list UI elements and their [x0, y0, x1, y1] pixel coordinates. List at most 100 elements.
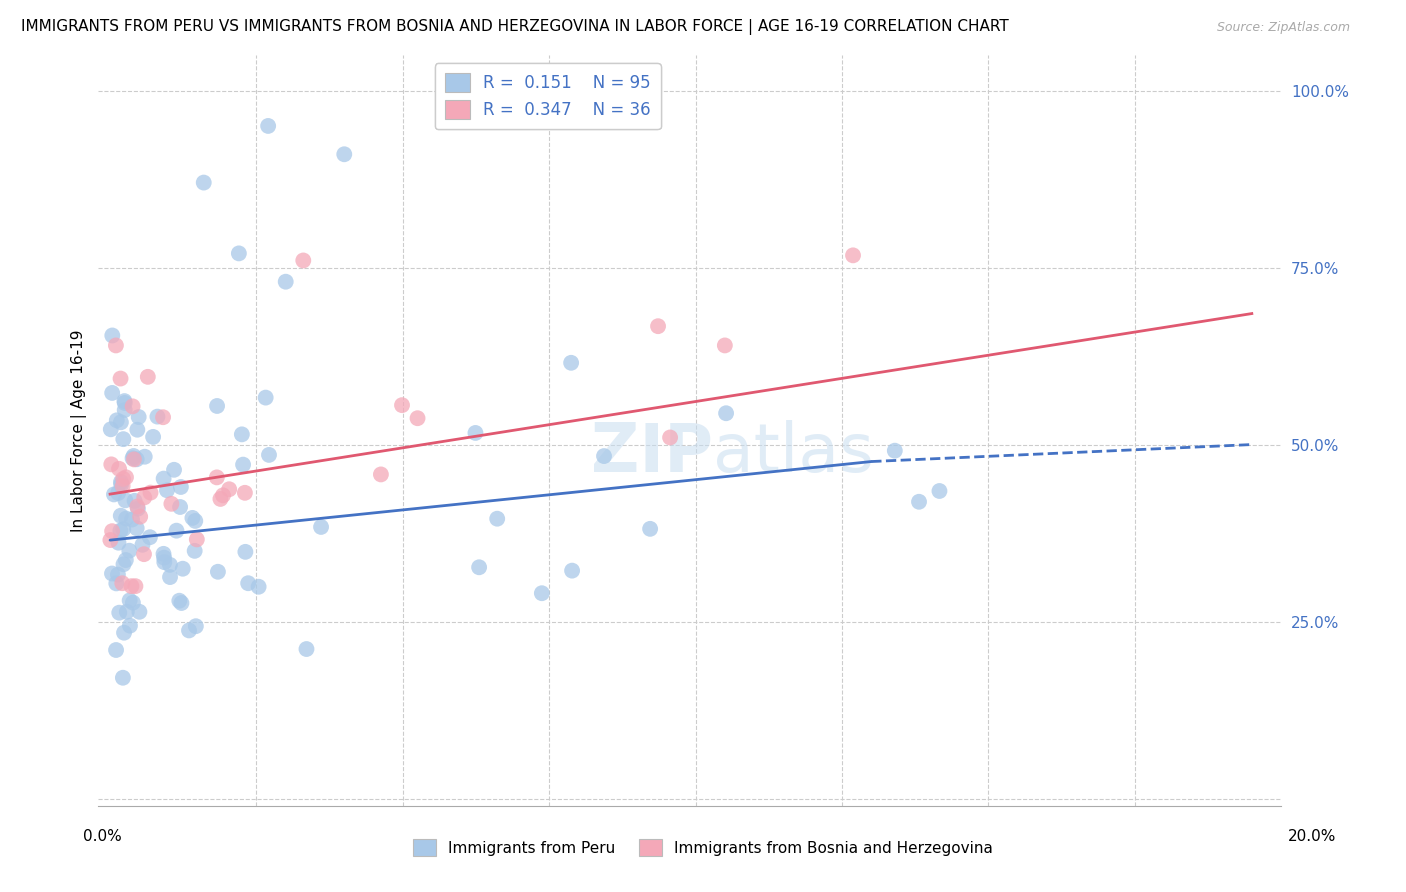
Point [160, 497, 183, 511]
Point [118, 593, 141, 607]
Point [125, 452, 148, 467]
Point [183, 544, 205, 558]
Point [153, 550, 176, 565]
Point [121, 451, 143, 466]
Point [883, 443, 905, 458]
Point [207, 565, 229, 579]
Point [205, 399, 228, 413]
Point [406, 411, 429, 425]
Point [111, 671, 134, 685]
Point [114, 493, 136, 508]
Point [115, 470, 138, 484]
Point [163, 463, 186, 477]
Point [232, 458, 254, 472]
Point [170, 596, 193, 610]
Point [184, 619, 207, 633]
Point [209, 491, 232, 506]
Point [112, 522, 135, 536]
Point [172, 562, 194, 576]
Point [159, 570, 181, 584]
Point [842, 248, 865, 262]
Point [128, 409, 150, 424]
Point [115, 605, 138, 619]
Point [107, 486, 129, 500]
Point [638, 522, 661, 536]
Point [127, 423, 149, 437]
Point [103, 487, 125, 501]
Text: 0.0%: 0.0% [83, 830, 122, 844]
Point [110, 371, 132, 385]
Point [233, 485, 256, 500]
Legend: R =  0.151    N = 95, R =  0.347    N = 36: R = 0.151 N = 95, R = 0.347 N = 36 [434, 63, 661, 129]
Text: 20.0%: 20.0% [1288, 830, 1336, 844]
Point [464, 425, 486, 440]
Point [112, 558, 135, 572]
Point [105, 576, 128, 591]
Point [132, 547, 155, 561]
Text: ZIP: ZIP [592, 420, 713, 486]
Point [292, 253, 315, 268]
Point [218, 482, 240, 496]
Point [530, 586, 553, 600]
Point [231, 427, 253, 442]
Point [118, 543, 141, 558]
Point [101, 524, 124, 538]
Point [110, 477, 132, 491]
Point [170, 480, 193, 494]
Point [128, 605, 150, 619]
Text: atlas: atlas [713, 420, 875, 486]
Point [391, 398, 413, 412]
Point [152, 547, 174, 561]
Point [659, 430, 682, 444]
Point [166, 524, 188, 538]
Point [105, 643, 128, 657]
Point [127, 501, 149, 516]
Point [105, 413, 128, 427]
Point [122, 449, 145, 463]
Point [928, 483, 950, 498]
Point [142, 430, 165, 444]
Point [228, 246, 250, 260]
Point [112, 625, 135, 640]
Point [122, 596, 145, 610]
Point [111, 576, 134, 591]
Point [122, 452, 145, 467]
Point [129, 509, 152, 524]
Point [257, 119, 280, 133]
Point [114, 553, 136, 567]
Point [205, 470, 228, 484]
Point [139, 530, 162, 544]
Point [121, 400, 143, 414]
Point [125, 521, 148, 535]
Point [110, 524, 132, 538]
Point [235, 545, 257, 559]
Y-axis label: In Labor Force | Age 16-19: In Labor Force | Age 16-19 [72, 329, 87, 532]
Point [124, 493, 146, 508]
Point [101, 328, 124, 343]
Point [100, 422, 122, 436]
Point [152, 410, 174, 425]
Point [908, 495, 931, 509]
Point [114, 403, 136, 417]
Point [112, 394, 135, 409]
Text: Source: ZipAtlas.com: Source: ZipAtlas.com [1216, 21, 1350, 34]
Point [212, 488, 235, 502]
Point [486, 512, 509, 526]
Point [333, 147, 356, 161]
Point [115, 511, 138, 525]
Point [156, 483, 179, 498]
Point [110, 475, 132, 489]
Legend: Immigrants from Peru, Immigrants from Bosnia and Herzegovina: Immigrants from Peru, Immigrants from Bo… [408, 833, 998, 862]
Point [111, 479, 134, 493]
Point [177, 624, 200, 638]
Point [169, 500, 191, 514]
Point [152, 472, 174, 486]
Point [112, 432, 135, 446]
Point [257, 448, 280, 462]
Point [714, 406, 737, 420]
Point [110, 508, 132, 523]
Point [561, 564, 583, 578]
Point [139, 485, 162, 500]
Point [146, 409, 169, 424]
Point [247, 580, 270, 594]
